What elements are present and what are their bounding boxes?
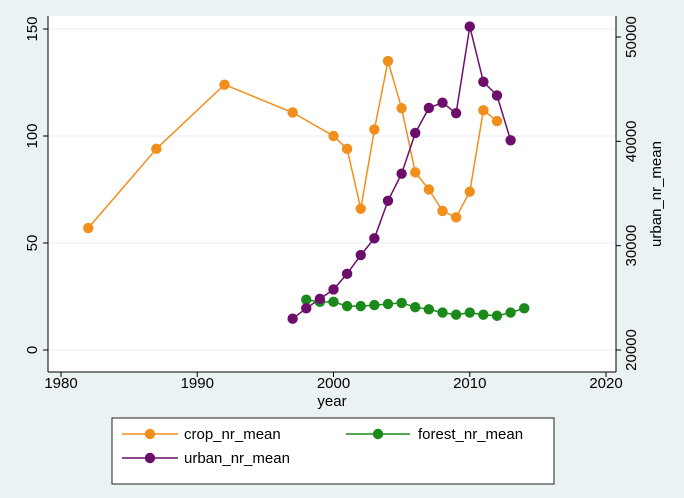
data-point-urban_nr_mean	[301, 303, 312, 314]
data-point-urban_nr_mean	[437, 97, 448, 108]
data-point-forest_nr_mean	[478, 309, 489, 320]
right-tick-label: 50000	[623, 16, 640, 58]
data-point-urban_nr_mean	[450, 107, 462, 119]
data-point-urban_nr_mean	[369, 233, 380, 244]
left-tick-label: 50	[24, 235, 41, 252]
data-point-crop_nr_mean	[396, 102, 407, 114]
data-point-forest_nr_mean	[369, 299, 380, 311]
data-point-forest_nr_mean	[396, 297, 407, 309]
data-point-crop_nr_mean	[151, 143, 162, 155]
data-point-forest_nr_mean	[355, 300, 366, 312]
data-point-crop_nr_mean	[437, 205, 448, 217]
legend-item-forest_nr_mean: forest_nr_mean	[346, 426, 523, 443]
legend-label: forest_nr_mean	[418, 426, 523, 443]
data-point-urban_nr_mean	[355, 249, 366, 261]
right-tick-label: 30000	[623, 225, 640, 267]
x-tick-label: 2000	[317, 375, 350, 392]
data-point-crop_nr_mean	[355, 203, 366, 214]
data-point-forest_nr_mean	[450, 309, 462, 320]
legend: crop_nr_mean forest_nr_mean urban_nr_mean	[111, 417, 555, 485]
data-point-forest_nr_mean	[491, 310, 503, 321]
axes: 0 50 100 150 20000 30000 40000 50000 1980 1990 200…	[24, 16, 640, 392]
data-point-urban_nr_mean	[491, 90, 503, 101]
data-point-crop_nr_mean	[328, 130, 339, 142]
data-point-urban_nr_mean	[328, 284, 339, 295]
legend-marker	[144, 452, 156, 464]
data-point-forest_nr_mean	[301, 294, 312, 305]
data-point-urban_nr_mean	[396, 168, 407, 179]
left-tick-label: 0	[24, 346, 41, 354]
data-point-crop_nr_mean	[287, 107, 298, 118]
data-point-urban_nr_mean	[287, 313, 298, 324]
legend-item-urban_nr_mean: urban_nr_mean	[122, 450, 290, 467]
data-point-urban_nr_mean	[423, 102, 435, 114]
legend-item-crop_nr_mean: crop_nr_mean	[122, 426, 281, 443]
x-tick-label: 2010	[453, 375, 486, 392]
left-tick-label: 100	[24, 123, 41, 148]
right-tick-label: 40000	[623, 120, 640, 162]
data-point-forest_nr_mean	[423, 304, 435, 315]
legend-label: crop_nr_mean	[184, 426, 281, 443]
data-point-forest_nr_mean	[437, 307, 448, 318]
x-tick-label: 1990	[181, 375, 214, 392]
data-point-urban_nr_mean	[382, 195, 394, 207]
data-point-urban_nr_mean	[478, 76, 489, 88]
data-point-crop_nr_mean	[464, 186, 475, 197]
data-point-crop_nr_mean	[450, 212, 462, 223]
data-point-crop_nr_mean	[341, 143, 353, 155]
data-point-crop_nr_mean	[478, 105, 489, 116]
data-point-forest_nr_mean	[341, 300, 353, 312]
data-point-forest_nr_mean	[519, 303, 530, 314]
data-point-crop_nr_mean	[423, 184, 435, 195]
data-point-crop_nr_mean	[83, 222, 94, 234]
plot-background	[48, 16, 616, 372]
left-tick-label: 150	[24, 16, 41, 41]
data-point-crop_nr_mean	[491, 115, 503, 127]
series-points	[83, 21, 530, 324]
legend-label: urban_nr_mean	[184, 450, 290, 467]
data-point-urban_nr_mean	[464, 21, 475, 32]
data-point-urban_nr_mean	[505, 135, 516, 146]
data-point-crop_nr_mean	[410, 167, 421, 178]
data-point-forest_nr_mean	[505, 307, 516, 318]
data-point-forest_nr_mean	[382, 298, 394, 310]
right-tick-label: 20000	[623, 329, 640, 371]
data-point-crop_nr_mean	[382, 55, 394, 67]
legend-marker	[144, 428, 156, 440]
data-point-forest_nr_mean	[410, 302, 421, 313]
x-axis-title: year	[317, 393, 346, 410]
data-point-crop_nr_mean	[219, 79, 230, 90]
legend-box	[111, 417, 555, 485]
data-point-urban_nr_mean	[341, 268, 353, 280]
legend-marker	[372, 428, 384, 440]
data-point-forest_nr_mean	[464, 307, 475, 318]
data-point-crop_nr_mean	[369, 124, 380, 135]
right-axis-title: urban_nr_mean	[648, 141, 665, 247]
x-tick-label: 2020	[589, 375, 622, 392]
data-point-forest_nr_mean	[328, 296, 339, 308]
data-point-urban_nr_mean	[410, 127, 421, 139]
data-point-urban_nr_mean	[314, 293, 326, 305]
x-tick-label: 1980	[44, 375, 77, 392]
